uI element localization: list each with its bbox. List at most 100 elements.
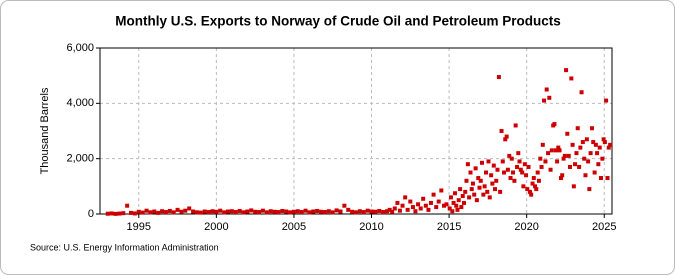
point (524, 173, 529, 178)
point (198, 210, 203, 215)
point (387, 207, 392, 212)
point (405, 207, 410, 212)
point (508, 176, 513, 181)
y-tick-label: 4,000 (66, 97, 94, 109)
point (515, 164, 520, 169)
point (408, 199, 413, 204)
point (319, 209, 324, 214)
point (291, 209, 296, 214)
point (486, 159, 491, 164)
point (487, 195, 492, 200)
point (460, 194, 465, 199)
point (543, 159, 548, 164)
point (534, 187, 539, 192)
point (496, 75, 501, 80)
point (592, 170, 597, 175)
point (565, 131, 570, 136)
point (395, 200, 400, 205)
point (571, 184, 576, 189)
point (426, 207, 431, 212)
point (503, 137, 508, 142)
point (536, 178, 541, 183)
point (583, 173, 588, 178)
point (140, 210, 145, 215)
point (499, 129, 504, 133)
point (509, 156, 514, 161)
point (596, 162, 601, 167)
point (439, 188, 444, 193)
point (518, 167, 523, 172)
point (245, 209, 250, 214)
point (608, 142, 613, 147)
point (299, 210, 304, 215)
point (117, 211, 122, 216)
point (144, 208, 149, 213)
y-tick-label: 0 (88, 208, 94, 220)
point (249, 208, 254, 213)
point (194, 210, 199, 215)
point (467, 195, 472, 200)
point (357, 209, 362, 214)
point (498, 189, 503, 194)
point (570, 142, 575, 147)
point (531, 176, 536, 181)
point (465, 162, 470, 167)
point (455, 207, 460, 212)
point (322, 210, 327, 215)
point (569, 76, 574, 81)
point (447, 206, 452, 211)
point (113, 211, 118, 216)
point (444, 202, 449, 207)
point (214, 209, 219, 214)
point (482, 184, 487, 189)
point (288, 210, 293, 215)
point (421, 196, 426, 201)
point (490, 181, 495, 186)
point (160, 209, 165, 214)
point (582, 156, 587, 161)
point (593, 142, 598, 147)
point (109, 211, 114, 216)
point (553, 148, 558, 153)
point (233, 210, 238, 215)
point (326, 209, 331, 214)
point (280, 208, 285, 213)
point (272, 209, 277, 214)
point (567, 164, 572, 169)
point (538, 156, 543, 161)
x-tick-label: 2015 (437, 221, 461, 233)
point (237, 208, 242, 213)
point (163, 210, 168, 215)
point (171, 210, 176, 215)
point (505, 167, 510, 172)
point (361, 210, 366, 215)
point (132, 211, 137, 216)
point (539, 164, 544, 169)
point (450, 209, 455, 214)
point (540, 142, 545, 147)
point (544, 87, 549, 92)
point (512, 178, 517, 183)
point (557, 148, 562, 153)
point (350, 209, 355, 214)
point (416, 202, 421, 207)
point (369, 209, 374, 214)
point (463, 189, 468, 194)
point (601, 137, 606, 142)
point (556, 145, 561, 150)
point (595, 151, 600, 156)
point (470, 181, 475, 186)
point (548, 167, 553, 172)
point (602, 140, 607, 145)
point (125, 203, 130, 208)
point (206, 210, 211, 215)
point (458, 187, 463, 192)
point (365, 208, 370, 213)
point (175, 207, 180, 212)
point (587, 187, 592, 192)
point (522, 162, 527, 167)
point (156, 210, 161, 215)
point (535, 170, 540, 175)
point (456, 198, 461, 203)
